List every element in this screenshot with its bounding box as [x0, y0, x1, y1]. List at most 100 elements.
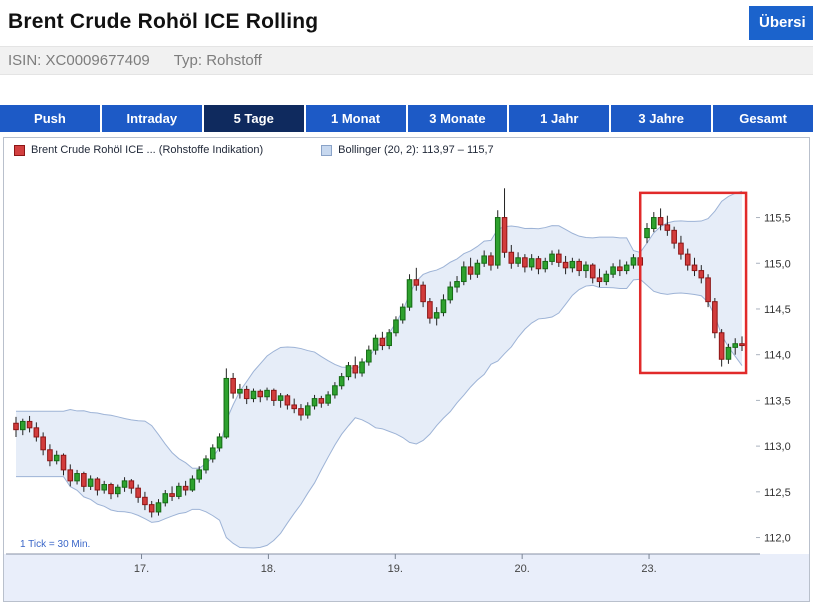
candle-body — [528, 258, 535, 268]
candle-body — [406, 279, 413, 308]
candle-body — [33, 427, 40, 438]
candle-body — [74, 473, 80, 482]
x-tick-label: 20. — [515, 563, 530, 575]
candle-body — [359, 361, 365, 374]
page-title: Brent Crude Rohöl ICE Rolling — [8, 10, 319, 33]
candle-body — [47, 449, 53, 462]
overview-button[interactable]: Übersi — [749, 6, 813, 40]
candle-body — [250, 390, 257, 400]
candle-body — [203, 458, 209, 471]
candle-body — [440, 299, 447, 314]
candle-body — [237, 388, 243, 394]
candle-body — [556, 253, 562, 263]
y-tick-label: 113,5 — [764, 395, 791, 407]
y-tick-label: 115,5 — [764, 213, 791, 225]
candle-body — [366, 349, 372, 363]
candle-body — [223, 377, 230, 438]
highlight-box — [638, 191, 748, 375]
candle-body — [576, 260, 582, 272]
candle-body — [454, 281, 460, 288]
candle-body — [182, 485, 189, 491]
candle-body — [644, 228, 650, 239]
candle-body — [81, 473, 87, 487]
candle-body — [216, 436, 223, 449]
candle-body — [461, 266, 467, 283]
candle-body — [311, 398, 318, 407]
tab-intraday[interactable]: Intraday — [101, 105, 202, 132]
candle-body — [433, 312, 440, 319]
bollinger-band — [16, 191, 742, 549]
candle-body — [515, 257, 521, 264]
candle-body — [304, 405, 311, 416]
x-tick-label: 23. — [641, 563, 656, 575]
candle-body — [271, 389, 277, 401]
instrument-meta-bar: ISIN: XC0009677409 Typ: Rohstoff — [0, 46, 813, 75]
tab-3-monate[interactable]: 3 Monate — [407, 105, 508, 132]
candle-body — [128, 480, 135, 489]
bollinger-upper-line — [16, 190, 743, 469]
candle-body — [169, 493, 175, 497]
candle-body — [684, 253, 691, 266]
tab-5-tage[interactable]: 5 Tage — [203, 105, 304, 132]
candle-body — [87, 478, 94, 487]
candle-body — [698, 270, 705, 279]
candle-body — [481, 255, 487, 264]
candle-body — [589, 264, 596, 279]
candle-body — [277, 395, 284, 401]
candle-body — [318, 398, 325, 404]
y-tick-label: 114,5 — [764, 304, 791, 316]
tab-push[interactable]: Push — [0, 105, 100, 132]
candle-body — [474, 262, 481, 275]
candle-body — [657, 217, 664, 226]
candle-body — [155, 502, 162, 513]
tab-1-jahr[interactable]: 1 Jahr — [509, 105, 610, 132]
candle-body — [610, 266, 616, 275]
candle-body — [257, 390, 264, 398]
candle-body — [298, 408, 304, 416]
y-tick-label: 115,0 — [764, 258, 791, 270]
candle-body — [230, 377, 236, 394]
candle-body — [135, 487, 141, 498]
candle-body — [386, 332, 392, 347]
y-tick-label: 112,0 — [764, 533, 791, 545]
candle-body — [549, 253, 555, 262]
candle-body — [264, 389, 270, 398]
candle-body — [467, 266, 474, 275]
candle-body — [53, 454, 60, 462]
tab-gesamt[interactable]: Gesamt — [713, 105, 813, 132]
candle-body — [40, 436, 46, 451]
y-tick-label: 112,5 — [764, 487, 791, 499]
candle-body — [739, 343, 745, 347]
chart-panel: Brent Crude Rohöl ICE ... (Rohstoffe Ind… — [3, 137, 810, 602]
candle-body — [603, 273, 610, 283]
legend-label: Brent Crude Rohöl ICE ... (Rohstoffe Ind… — [31, 144, 264, 156]
tab-3-jahre[interactable]: 3 Jahre — [611, 105, 712, 132]
candle-body — [664, 224, 671, 231]
tab-1-monat[interactable]: 1 Monat — [305, 105, 406, 132]
y-tick-label: 114,0 — [764, 350, 791, 362]
candle-body — [209, 447, 216, 460]
period-tabs: Push Intraday 5 Tage 1 Monat 3 Monate 1 Jahr 3… — [0, 105, 813, 132]
x-tick-label: 17. — [134, 563, 149, 575]
x-tick-label: 19. — [388, 563, 403, 575]
candle-body — [26, 420, 33, 429]
isin-value: XC0009677409 — [45, 52, 150, 69]
candle-body — [399, 306, 406, 321]
candle-body — [162, 493, 169, 504]
candle-body — [617, 266, 623, 272]
candle-body — [176, 485, 182, 497]
candle-body — [19, 420, 26, 431]
price-chart: 115,5 115,0 114,5 114,0 113,5 113,0 112,5 112,0… — [4, 188, 809, 601]
candle-body — [427, 301, 433, 319]
candle-body — [142, 496, 148, 506]
candle-body — [148, 504, 155, 513]
candle-body — [196, 469, 202, 480]
candle-body — [94, 478, 101, 491]
legend-swatch-icon — [14, 144, 25, 156]
candle-body — [352, 365, 359, 374]
candle-body — [284, 395, 291, 406]
candle-body — [108, 484, 114, 495]
y-tick-label: 113,0 — [764, 441, 791, 453]
candle-body — [243, 388, 250, 400]
candle-body — [508, 251, 515, 264]
